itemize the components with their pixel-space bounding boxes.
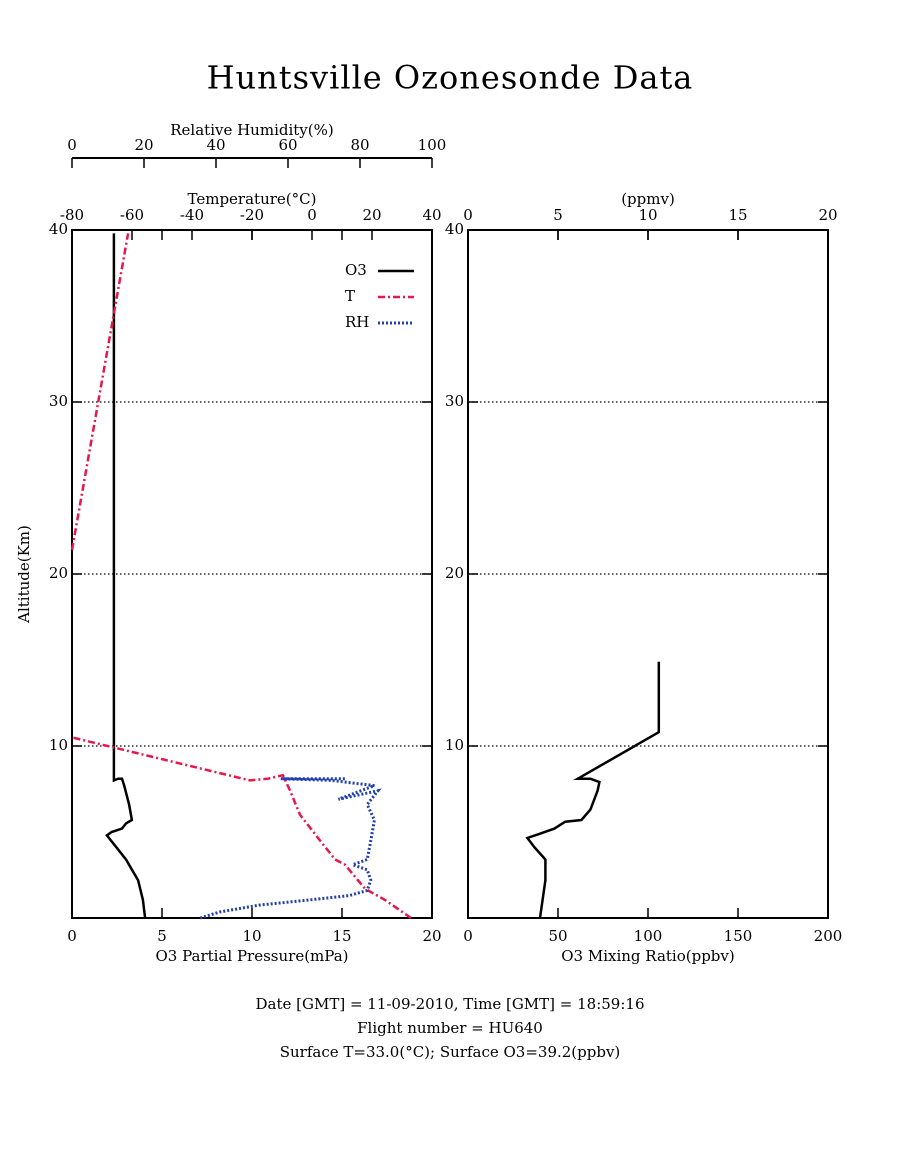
x-tick-label: 40: [422, 206, 441, 224]
footer-line: Flight number = HU640: [357, 1019, 543, 1037]
x-axis-label: O3 Partial Pressure(mPa): [155, 947, 348, 965]
x-axis-label: Relative Humidity(%): [170, 121, 333, 139]
x-tick-label: -40: [180, 206, 204, 224]
x-tick-label: 20: [422, 927, 441, 945]
x-tick-label: 100: [418, 136, 447, 154]
x-tick-label: 0: [463, 927, 473, 945]
x-tick-label: 80: [350, 136, 369, 154]
y-tick-label: 40: [445, 220, 464, 238]
x-axis-label: Temperature(°C): [188, 190, 317, 208]
x-tick-label: -20: [240, 206, 264, 224]
x-axis-label: O3 Mixing Ratio(ppbv): [561, 947, 734, 965]
page-title: Huntsville Ozonesonde Data: [207, 59, 694, 97]
x-tick-label: 0: [67, 136, 77, 154]
y-tick-label: 10: [49, 736, 68, 754]
x-tick-label: 15: [332, 927, 351, 945]
y-tick-label: 30: [49, 392, 68, 410]
x-tick-label: 5: [553, 206, 563, 224]
profile-line: [105, 233, 147, 919]
x-tick-label: 0: [307, 206, 317, 224]
x-tick-label: 40: [206, 136, 225, 154]
x-tick-label: 20: [362, 206, 381, 224]
x-tick-label: 10: [242, 927, 261, 945]
footer-line: Date [GMT] = 11-09-2010, Time [GMT] = 18…: [255, 995, 644, 1013]
y-tick-label: 30: [445, 392, 464, 410]
x-tick-label: 150: [724, 927, 753, 945]
x-tick-label: 20: [134, 136, 153, 154]
y-tick-label: 40: [49, 220, 68, 238]
footer-line: Surface T=33.0(°C); Surface O3=39.2(ppbv…: [280, 1043, 621, 1061]
x-tick-label: 50: [548, 927, 567, 945]
x-tick-label: 60: [278, 136, 297, 154]
y-axis-label: Altitude(Km): [15, 525, 33, 624]
x-tick-label: 10: [638, 206, 657, 224]
y-tick-label: 20: [49, 564, 68, 582]
x-tick-label: -60: [120, 206, 144, 224]
x-tick-label: 0: [463, 206, 473, 224]
y-tick-label: 20: [445, 564, 464, 582]
x-tick-label: 100: [634, 927, 663, 945]
legend-label: O3: [345, 261, 367, 279]
x-tick-label: 0: [67, 927, 77, 945]
x-tick-label: 15: [728, 206, 747, 224]
x-axis-label: (ppmv): [621, 190, 675, 208]
profile-line: [199, 777, 382, 920]
x-tick-label: 5: [157, 927, 167, 945]
x-tick-label: 20: [818, 206, 837, 224]
profile-line: [70, 233, 412, 920]
profile-line: [525, 661, 661, 919]
y-tick-label: 10: [445, 736, 464, 754]
x-tick-label: 200: [814, 927, 843, 945]
legend-label: T: [345, 287, 355, 305]
x-tick-label: -80: [60, 206, 84, 224]
legend-label: RH: [345, 313, 369, 331]
